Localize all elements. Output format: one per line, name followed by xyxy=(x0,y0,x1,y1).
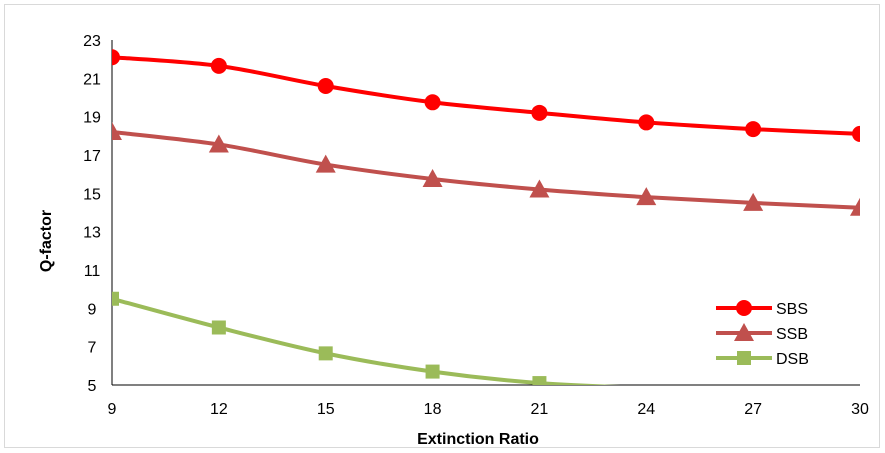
x-tick-label: 15 xyxy=(317,401,335,418)
series-sbs-point xyxy=(317,78,334,94)
chart-axes xyxy=(111,40,860,386)
legend-marker-dsb xyxy=(737,351,751,365)
y-tick-label: 7 xyxy=(88,340,97,357)
tick-layer: 5 7 9 11 13 15 17 19 21 23 9 12 15 18 21 24 27 30 xyxy=(83,33,869,418)
legend-item-ssb: SSB xyxy=(716,323,808,343)
x-tick-label: 30 xyxy=(851,401,869,418)
series-layer xyxy=(112,49,860,385)
x-tick-label: 12 xyxy=(210,401,228,418)
series-ssb-point xyxy=(422,168,443,187)
legend-item-sbs: SBS xyxy=(716,300,808,318)
series-ssb-point xyxy=(208,134,229,153)
series-sbs-point xyxy=(531,104,548,121)
y-tick-label: 19 xyxy=(83,110,101,127)
y-tick-label: 23 xyxy=(83,33,101,50)
series-dsb-point xyxy=(532,376,547,385)
series-ssb-point xyxy=(743,192,764,211)
y-tick-label: 15 xyxy=(83,186,101,203)
series-ssb-point xyxy=(850,197,860,216)
legend-label-ssb: SSB xyxy=(776,326,808,343)
y-tick-label: 13 xyxy=(83,225,101,242)
y-axis-title: Q-factor xyxy=(38,210,55,272)
series-ssb-point xyxy=(529,179,550,198)
series-sbs-point xyxy=(210,57,227,74)
series-dsb xyxy=(112,291,621,385)
y-tick-label: 5 xyxy=(88,378,97,395)
series-sbs xyxy=(112,49,860,142)
y-tick-label: 17 xyxy=(83,148,101,165)
series-sbs-point xyxy=(852,125,860,142)
legend-label-sbs: SBS xyxy=(776,301,808,318)
legend-item-dsb: DSB xyxy=(716,351,809,368)
series-dsb-point xyxy=(425,364,440,379)
legend: SBS SSB DSB xyxy=(716,300,809,368)
series-sbs-point xyxy=(424,94,441,111)
legend-marker-sbs xyxy=(736,300,752,316)
legend-marker-ssb xyxy=(734,323,754,341)
series-ssb-point xyxy=(315,154,336,173)
series-ssb-line xyxy=(112,130,860,210)
series-ssb-point xyxy=(112,122,122,140)
x-tick-label: 18 xyxy=(424,401,442,418)
x-tick-label: 9 xyxy=(108,401,117,418)
y-tick-label: 11 xyxy=(84,263,101,280)
series-dsb-point xyxy=(318,346,333,361)
series-dsb-point xyxy=(211,320,226,335)
x-tick-label: 24 xyxy=(637,401,655,418)
x-tick-label: 21 xyxy=(531,401,549,418)
legend-label-dsb: DSB xyxy=(776,351,809,368)
series-ssb xyxy=(112,122,860,216)
series-ssb-point xyxy=(636,187,657,206)
y-tick-label: 9 xyxy=(88,301,97,318)
series-sbs-point xyxy=(745,121,762,138)
x-tick-label: 27 xyxy=(744,401,762,418)
series-dsb-line xyxy=(112,296,621,385)
series-sbs-line xyxy=(112,55,860,136)
series-sbs-point xyxy=(638,114,655,131)
y-tick-label: 21 xyxy=(83,71,101,88)
series-sbs-point xyxy=(112,49,120,66)
series-dsb-point xyxy=(112,291,119,306)
x-axis-title: Extinction Ratio xyxy=(417,431,539,448)
